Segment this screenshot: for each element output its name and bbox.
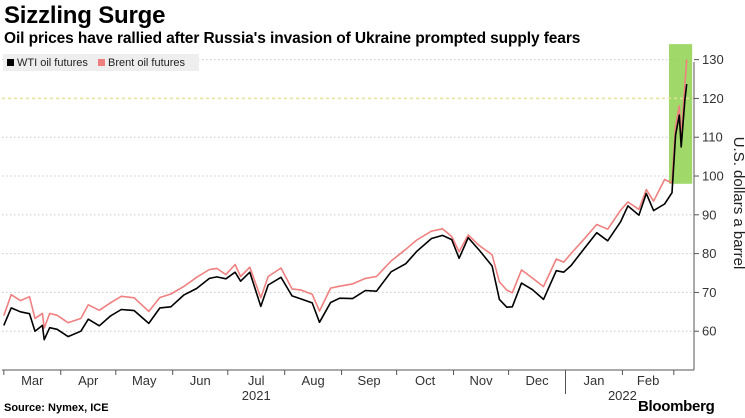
- x-tick-label: Sep: [358, 373, 381, 388]
- y-tick-label: 80: [702, 246, 716, 261]
- y-ticks: 60 70 80 90 100 110 120 130: [694, 52, 724, 339]
- y-tick-label: 130: [702, 52, 724, 67]
- x-tick-label: Apr: [78, 373, 99, 388]
- x-ticks: Mar Apr May Jun Jul Aug Sep Oct Nov Dec Jan Feb 2021…: [3, 370, 675, 403]
- legend-label-brent: Brent oil futures: [108, 57, 186, 69]
- legend-label-wti: WTI oil futures: [17, 57, 88, 69]
- series-layer: [3, 59, 688, 341]
- y-tick-label: 110: [702, 130, 723, 145]
- x-year-label: 2021: [242, 388, 271, 403]
- chart-subtitle: Oil prices have rallied after Russia's i…: [4, 30, 581, 47]
- series-line-brent: [3, 59, 688, 329]
- x-tick-label: Nov: [470, 373, 494, 388]
- y-tick-label: 90: [702, 207, 716, 222]
- x-tick-label: Jun: [190, 373, 211, 388]
- x-tick-label: Jan: [583, 373, 604, 388]
- chart-title: Sizzling Surge: [4, 2, 166, 29]
- x-tick-label: Mar: [21, 373, 44, 388]
- x-tick-label: Aug: [302, 373, 325, 388]
- y-tick-label: 60: [702, 324, 716, 339]
- y-tick-label: 120: [702, 91, 724, 106]
- x-tick-label: Feb: [637, 373, 659, 388]
- bloomberg-logo: Bloomberg: [638, 398, 715, 415]
- x-tick-label: May: [132, 373, 157, 388]
- y-axis-label: U.S. dollars a barrel: [730, 137, 745, 270]
- legend-swatch-wti: [7, 59, 14, 66]
- grid-lines: [2, 59, 694, 332]
- x-tick-label: Oct: [415, 373, 436, 388]
- x-tick-label: Dec: [525, 373, 549, 388]
- source-note: Source: Nymex, ICE: [4, 402, 109, 414]
- legend-swatch-brent: [98, 59, 105, 66]
- x-year-label: 2022: [608, 388, 637, 403]
- legend: WTI oil futures Brent oil futures: [3, 54, 199, 71]
- x-tick-label: Jul: [248, 373, 265, 388]
- y-tick-label: 100: [702, 169, 724, 184]
- y-tick-label: 70: [702, 285, 716, 300]
- series-line-wti: [3, 84, 688, 341]
